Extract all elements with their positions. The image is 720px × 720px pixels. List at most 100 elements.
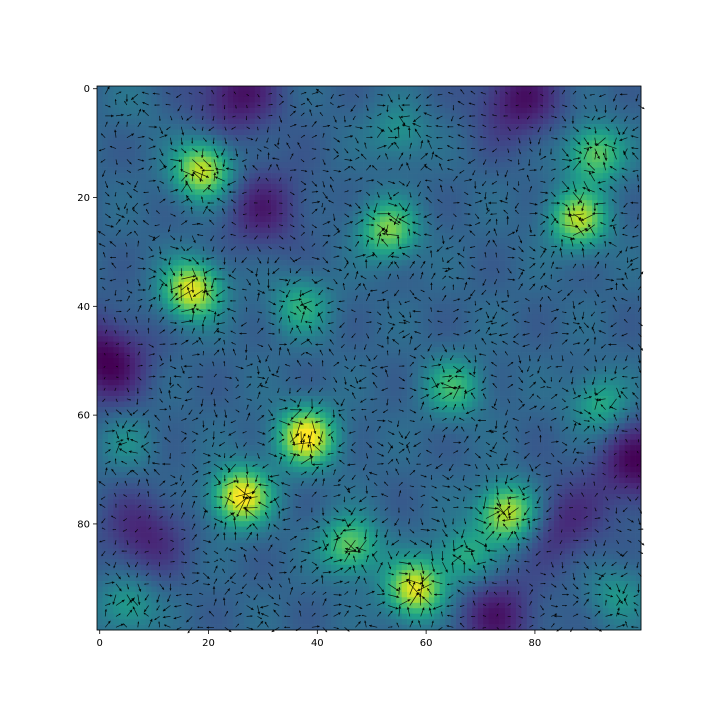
heatmap-cell — [494, 227, 500, 234]
heatmap-cell — [238, 260, 245, 266]
heatmap-cell — [140, 145, 147, 152]
heatmap-cell — [592, 314, 598, 321]
heatmap-cell — [575, 211, 582, 217]
heatmap-cell — [341, 96, 348, 103]
heatmap-cell — [173, 129, 179, 136]
heatmap-cell — [189, 194, 196, 201]
heatmap-cell — [575, 96, 582, 103]
heatmap-cell — [592, 254, 598, 261]
heatmap-cell — [107, 162, 114, 168]
heatmap-cell — [156, 309, 163, 315]
heatmap-cell — [494, 96, 500, 103]
heatmap-cell — [151, 292, 158, 299]
heatmap-cell — [162, 309, 169, 315]
heatmap-cell — [592, 303, 598, 310]
heatmap-cell — [602, 183, 609, 190]
heatmap-cell — [456, 265, 462, 272]
heatmap-cell — [417, 341, 424, 348]
heatmap-cell — [537, 129, 544, 136]
heatmap-cell — [456, 227, 462, 234]
heatmap-cell — [254, 319, 261, 326]
heatmap-cell — [358, 325, 364, 332]
heatmap-cell — [173, 249, 179, 255]
heatmap-cell — [570, 276, 577, 283]
heatmap-cell — [488, 298, 495, 304]
heatmap-cell — [553, 91, 560, 98]
heatmap-cell — [205, 205, 212, 212]
heatmap-cell — [570, 183, 577, 190]
heatmap-cell — [249, 238, 256, 245]
heatmap-cell — [526, 178, 533, 185]
heatmap-cell — [151, 194, 158, 201]
heatmap-cell — [216, 86, 223, 92]
heatmap-cell — [140, 276, 147, 283]
heatmap-cell — [521, 194, 528, 201]
heatmap-cell — [537, 216, 544, 223]
heatmap-cell — [526, 260, 533, 266]
heatmap-cell — [515, 91, 522, 98]
heatmap-cell — [494, 118, 500, 125]
heatmap-cell — [216, 265, 223, 272]
heatmap-cell — [167, 281, 174, 288]
heatmap-cell — [456, 151, 462, 158]
heatmap-cell — [205, 347, 212, 353]
heatmap-cell — [162, 336, 169, 343]
heatmap-cell — [347, 336, 354, 343]
heatmap-cell — [417, 151, 424, 158]
heatmap-cell — [401, 309, 408, 315]
heatmap-cell — [336, 319, 343, 326]
heatmap-cell — [113, 140, 120, 147]
heatmap-cell — [156, 303, 163, 310]
heatmap-cell — [543, 151, 549, 158]
heatmap-cell — [505, 91, 511, 98]
heatmap-cell — [233, 243, 239, 250]
heatmap-cell — [281, 129, 288, 136]
heatmap-cell — [173, 232, 179, 239]
heatmap-cell — [445, 156, 451, 163]
heatmap-cell — [243, 232, 250, 239]
heatmap-cell — [292, 183, 299, 190]
heatmap-cell — [140, 309, 147, 315]
heatmap-cell — [581, 194, 587, 201]
heatmap-cell — [194, 243, 201, 250]
heatmap-cell — [575, 249, 582, 255]
heatmap-cell — [608, 140, 615, 147]
heatmap-cell — [341, 86, 348, 92]
heatmap-cell — [385, 292, 392, 299]
heatmap-cell — [151, 134, 158, 141]
heatmap-cell — [417, 124, 424, 130]
heatmap-cell — [124, 183, 130, 190]
heatmap-cell — [238, 276, 245, 283]
heatmap-cell — [499, 232, 506, 239]
heatmap-cell — [358, 238, 364, 245]
heatmap-cell — [129, 118, 136, 125]
heatmap-cell — [477, 102, 484, 109]
heatmap-cell — [510, 194, 517, 201]
heatmap-cell — [113, 134, 120, 141]
heatmap-cell — [102, 319, 109, 326]
heatmap-cell — [113, 183, 120, 190]
heatmap-cell — [222, 151, 228, 158]
heatmap-cell — [602, 325, 609, 332]
heatmap-cell — [205, 124, 212, 130]
heatmap-cell — [510, 314, 517, 321]
heatmap-cell — [488, 232, 495, 239]
heatmap-cell — [417, 96, 424, 103]
heatmap-cell — [564, 319, 571, 326]
heatmap-cell — [249, 260, 256, 266]
heatmap-cell — [379, 270, 386, 277]
heatmap-cell — [260, 314, 266, 321]
heatmap-cell — [135, 200, 141, 207]
heatmap-cell — [211, 352, 218, 359]
heatmap-cell — [412, 205, 419, 212]
heatmap-cell — [608, 314, 615, 321]
heatmap-cell — [189, 151, 196, 158]
heatmap-cell — [592, 238, 598, 245]
heatmap-cell — [401, 96, 408, 103]
heatmap-cell — [325, 145, 332, 152]
heatmap-cell — [184, 281, 190, 288]
heatmap-cell — [135, 211, 141, 217]
heatmap-cell — [466, 189, 473, 196]
heatmap-cell — [254, 173, 261, 179]
